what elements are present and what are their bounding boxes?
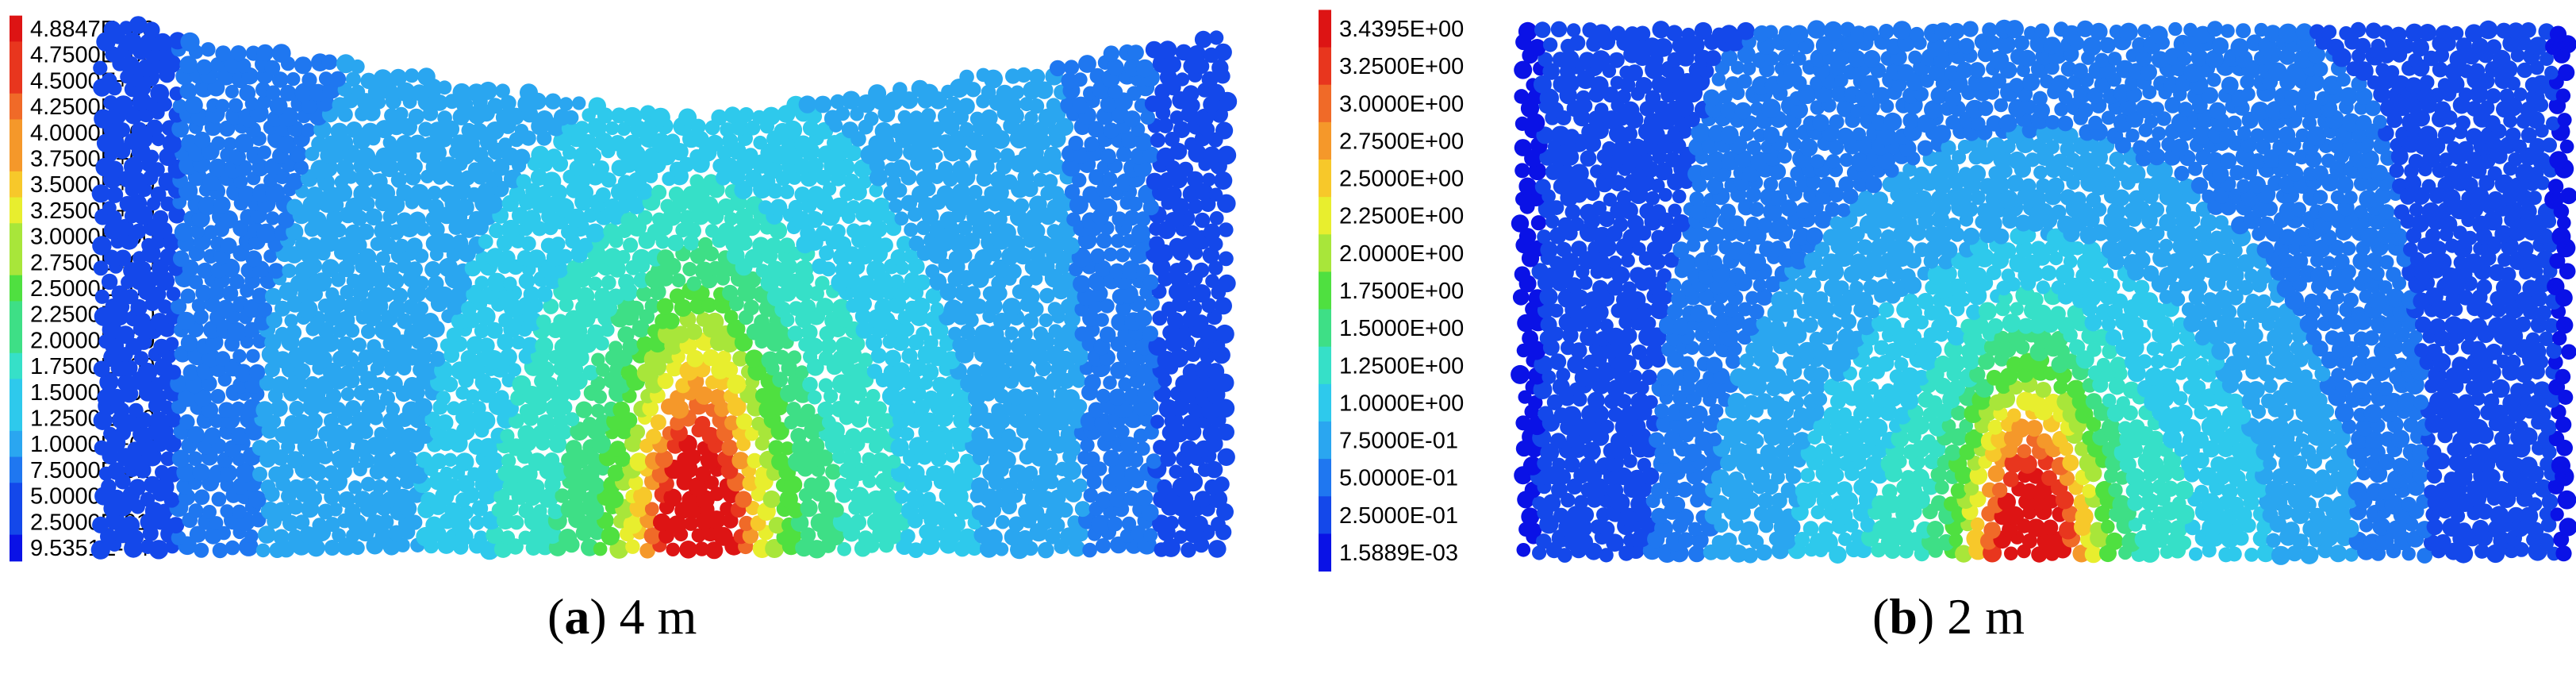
- legend-swatch: [1319, 234, 1331, 273]
- caption-b: (b) 2 m: [1872, 588, 2025, 645]
- legend-swatch: [10, 223, 22, 250]
- legend-swatch: [10, 456, 22, 484]
- legend-swatch: [1319, 47, 1331, 86]
- legend-swatch: [10, 483, 22, 510]
- contour-plot-b: 3.4395E+00 3.2500E+00 3.0000E+00 2.7500E+00…: [1319, 10, 2576, 572]
- panel-a: 4.8847E+00 4.7500E+00 4.5000E+00 4.2500E+00…: [0, 0, 1277, 689]
- legend-swatch: [10, 379, 22, 406]
- legend-swatch: [10, 93, 22, 121]
- panel-b: 3.4395E+00 3.2500E+00 3.0000E+00 2.7500E+00…: [1309, 0, 2576, 689]
- caption-letter-a: a: [564, 588, 590, 645]
- legend-label: 1.5889E-03: [1339, 541, 1458, 566]
- caption-text-a: 4 m: [606, 588, 697, 645]
- legend-label: 2.5000E+00: [1339, 167, 1464, 192]
- legend-swatch: [10, 67, 22, 94]
- legend-label: 1.2500E+00: [1339, 353, 1464, 379]
- legend-label: 3.0000E+00: [1339, 91, 1464, 117]
- legend-label: 2.2500E+00: [1339, 204, 1464, 229]
- legend-swatch: [1319, 197, 1331, 236]
- legend-swatch: [1319, 383, 1331, 422]
- legend-label: 2.5000E-01: [1339, 503, 1458, 529]
- legend-swatch: [1319, 84, 1331, 123]
- legend-label: 2.7500E+00: [1339, 129, 1464, 154]
- legend-swatch: [10, 197, 22, 225]
- legend-swatch: [1319, 533, 1331, 572]
- legend-swatch: [1319, 459, 1331, 498]
- legend-label: 3.4395E+00: [1339, 17, 1464, 42]
- legend-swatch: [10, 405, 22, 432]
- legend-swatch: [10, 430, 22, 458]
- legend-swatch: [1319, 10, 1331, 48]
- contour-plot-a: 4.8847E+004.7500E+004.5000E+004.2500E+00…: [10, 15, 1238, 562]
- legend-label: 1.5000E+00: [1339, 316, 1464, 341]
- legend-swatch: [10, 301, 22, 329]
- legend-swatch: [10, 327, 22, 354]
- particle-field: [90, 16, 1238, 560]
- legend-label: 1.7500E+00: [1339, 279, 1464, 304]
- caption-text-b: 2 m: [1934, 588, 2025, 645]
- legend-swatch: [10, 15, 22, 43]
- legend-swatch: [1319, 496, 1331, 535]
- legend-label: 1.0000E+00: [1339, 391, 1464, 416]
- legend-swatch: [1319, 271, 1331, 310]
- legend-label: 3.2500E+00: [1339, 54, 1464, 79]
- legend-swatch: [10, 508, 22, 536]
- caption-letter-b: b: [1889, 588, 1918, 645]
- legend-swatch: [10, 171, 22, 198]
- legend-swatch: [10, 352, 22, 380]
- legend-swatch: [1319, 160, 1331, 198]
- legend-label: 2.0000E+00: [1339, 241, 1464, 267]
- legend-swatch: [1319, 309, 1331, 348]
- legend-swatch: [1319, 421, 1331, 460]
- legend-swatch: [1319, 121, 1331, 160]
- legend-swatch: [10, 534, 22, 562]
- particle-field: [1511, 19, 2576, 565]
- legend-swatch: [10, 119, 22, 147]
- legend-swatch: [10, 41, 22, 69]
- legend-label: 5.0000E-01: [1339, 466, 1458, 491]
- legend-swatch: [10, 248, 22, 276]
- legend-swatch: [1319, 346, 1331, 385]
- legend-swatch: [10, 145, 22, 172]
- legend-label: 7.5000E-01: [1339, 429, 1458, 454]
- legend-swatch: [10, 275, 22, 302]
- caption-a: (a) 4 m: [547, 588, 697, 645]
